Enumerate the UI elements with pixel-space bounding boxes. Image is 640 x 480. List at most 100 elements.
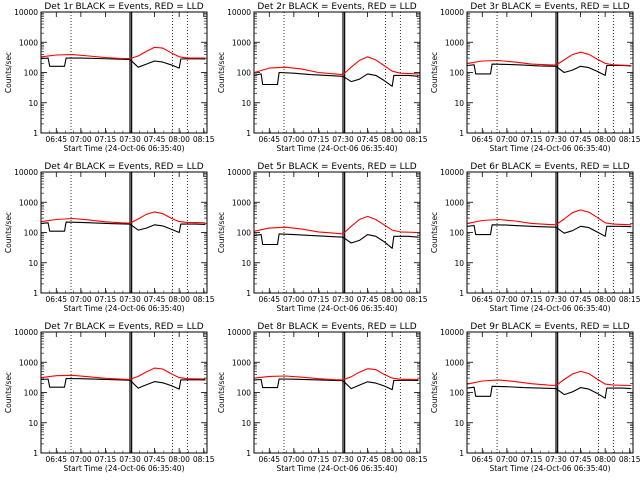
- events-series-line: [467, 385, 632, 399]
- events-series-line: [467, 224, 632, 237]
- panel-title: Det 1r BLACK = Events, RED = LLD: [44, 2, 203, 12]
- y-tick-label: 10: [241, 419, 251, 428]
- y-tick-label: 100: [24, 229, 39, 238]
- panel-title: Det 7r BLACK = Events, RED = LLD: [44, 322, 203, 332]
- y-tick-label: 1000: [232, 38, 251, 47]
- events-series-line: [41, 377, 206, 390]
- plot-frame: [40, 11, 208, 134]
- x-tick-label: 08:15: [406, 455, 428, 464]
- panel-title: Det 6r BLACK = Events, RED = LLD: [470, 162, 629, 172]
- lld-series-line: [467, 370, 632, 387]
- x-tick-label: 07:00: [283, 295, 305, 304]
- x-tick-label: 06:45: [45, 455, 67, 464]
- x-tick-label: 06:45: [471, 455, 493, 464]
- y-tick-label: 10000: [14, 8, 38, 17]
- x-tick-label: 07:00: [70, 295, 92, 304]
- y-tick-label: 1000: [232, 358, 251, 367]
- y-axis-label: Counts/sec: [430, 212, 439, 253]
- x-tick-label: 07:15: [308, 295, 330, 304]
- panel-title: Det 5r BLACK = Events, RED = LLD: [257, 162, 416, 172]
- x-tick-label: 07:30: [545, 295, 567, 304]
- lld-series-line: [41, 211, 206, 224]
- y-tick-label: 10000: [227, 8, 251, 17]
- events-series-line: [254, 71, 419, 87]
- y-tick-label: 1: [459, 289, 464, 298]
- x-tick-label: 07:15: [521, 295, 543, 304]
- y-tick-label: 1000: [445, 198, 464, 207]
- detector-panel: Det 6r BLACK = Events, RED = LLD 1 10 100 10…: [430, 162, 640, 313]
- y-axis-label: Counts/sec: [4, 52, 13, 93]
- y-tick-label: 1000: [232, 198, 251, 207]
- y-tick-label: 10: [454, 419, 464, 428]
- detector-panel: Det 7r BLACK = Events, RED = LLD 1 10 100 10…: [4, 322, 215, 473]
- plot-frame: [40, 171, 208, 294]
- y-tick-label: 1: [459, 449, 464, 458]
- y-axis-label: Counts/sec: [430, 372, 439, 413]
- y-tick-label: 10: [241, 99, 251, 108]
- y-axis-label: Counts/sec: [430, 52, 439, 93]
- events-series-line: [254, 378, 419, 391]
- y-tick-label: 10: [454, 99, 464, 108]
- y-tick-label: 10000: [440, 8, 464, 17]
- events-series-line: [254, 233, 419, 249]
- x-axis-label: Start Time (24-Oct-06 06:35:40): [489, 464, 610, 473]
- x-tick-label: 08:15: [406, 295, 428, 304]
- y-tick-label: 1: [246, 289, 251, 298]
- x-tick-label: 07:45: [357, 135, 379, 144]
- x-tick-label: 07:00: [496, 295, 518, 304]
- x-tick-label: 07:15: [95, 295, 117, 304]
- lld-series-line: [467, 209, 632, 226]
- x-axis-label: Start Time (24-Oct-06 06:35:40): [63, 464, 184, 473]
- plot-frame: [466, 331, 634, 454]
- plot-frame: [253, 331, 421, 454]
- detector-panel: Det 3r BLACK = Events, RED = LLD 1 10 100 10…: [430, 2, 640, 153]
- y-tick-label: 100: [450, 229, 465, 238]
- x-tick-label: 08:00: [594, 455, 616, 464]
- y-tick-label: 10000: [14, 328, 38, 337]
- x-tick-label: 07:30: [332, 295, 354, 304]
- lld-series-line: [254, 215, 419, 235]
- y-tick-label: 1000: [19, 198, 38, 207]
- y-tick-label: 100: [24, 69, 39, 78]
- x-tick-label: 07:45: [570, 135, 592, 144]
- x-axis-label: Start Time (24-Oct-06 06:35:40): [276, 144, 397, 153]
- x-tick-label: 07:15: [308, 135, 330, 144]
- x-tick-label: 06:45: [471, 295, 493, 304]
- x-tick-label: 08:00: [381, 135, 403, 144]
- detector-panel: Det 8r BLACK = Events, RED = LLD 1 10 100 10…: [217, 322, 428, 473]
- detector-panel: Det 9r BLACK = Events, RED = LLD 1 10 100 10…: [430, 322, 640, 473]
- y-tick-label: 10: [28, 99, 38, 108]
- y-tick-label: 1: [246, 449, 251, 458]
- x-tick-label: 07:45: [357, 455, 379, 464]
- x-tick-label: 08:15: [619, 455, 640, 464]
- plot-frame: [253, 171, 421, 294]
- x-tick-label: 08:00: [594, 135, 616, 144]
- x-tick-label: 08:00: [168, 295, 190, 304]
- x-tick-label: 08:15: [619, 135, 640, 144]
- y-tick-label: 100: [450, 389, 465, 398]
- y-tick-label: 1: [33, 289, 38, 298]
- y-tick-label: 100: [24, 389, 39, 398]
- x-tick-label: 07:30: [332, 135, 354, 144]
- plot-frame: [40, 331, 208, 454]
- y-tick-label: 10: [28, 419, 38, 428]
- x-tick-label: 07:15: [521, 455, 543, 464]
- x-tick-label: 07:00: [496, 455, 518, 464]
- x-tick-label: 07:45: [144, 295, 166, 304]
- plot-frame: [466, 171, 634, 294]
- panel-title: Det 4r BLACK = Events, RED = LLD: [44, 162, 203, 172]
- y-axis-label: Counts/sec: [4, 372, 13, 413]
- events-series-line: [41, 57, 206, 69]
- x-tick-label: 07:00: [70, 135, 92, 144]
- x-tick-label: 07:30: [119, 295, 141, 304]
- y-axis-label: Counts/sec: [217, 372, 226, 413]
- x-tick-label: 07:15: [95, 135, 117, 144]
- y-tick-label: 1: [459, 129, 464, 138]
- x-axis-label: Start Time (24-Oct-06 06:35:40): [276, 464, 397, 473]
- x-tick-label: 08:15: [193, 455, 215, 464]
- y-axis-label: Counts/sec: [217, 52, 226, 93]
- detector-panel: Det 2r BLACK = Events, RED = LLD 1 10 100 10…: [217, 2, 428, 153]
- panel-title: Det 9r BLACK = Events, RED = LLD: [470, 322, 629, 332]
- x-tick-label: 08:00: [168, 455, 190, 464]
